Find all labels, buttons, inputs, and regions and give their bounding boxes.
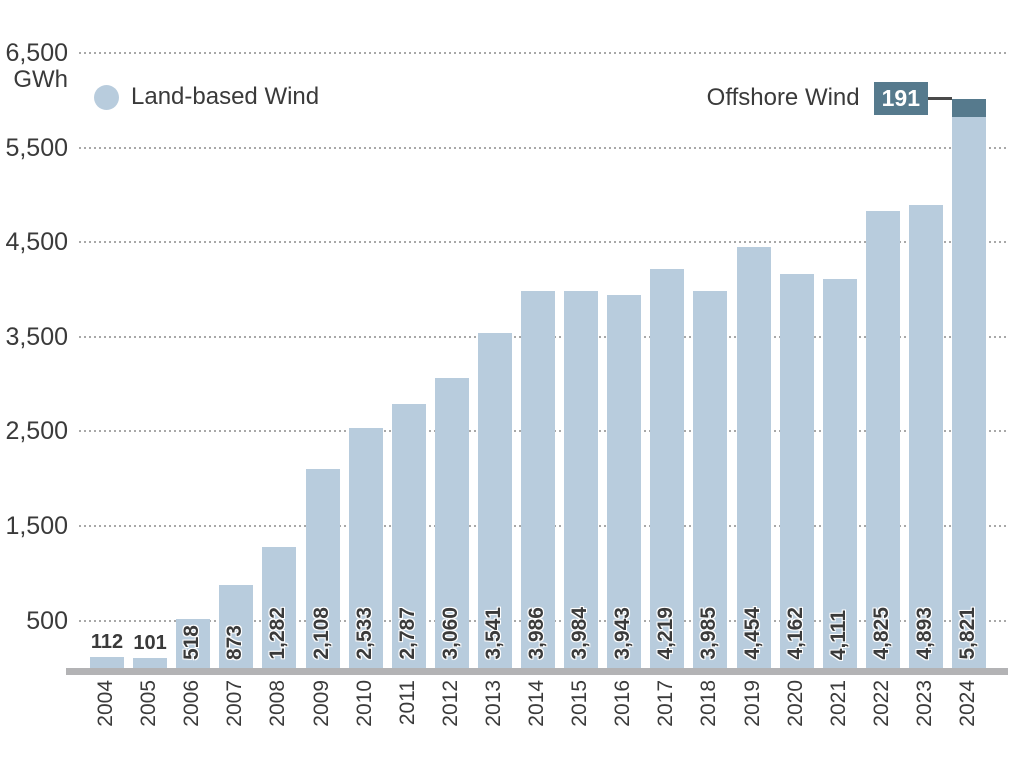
bar-value-label-2014: 3,986	[525, 607, 548, 660]
bar-land-based-2015	[564, 291, 599, 668]
offshore-wind-callout: Offshore Wind 191	[707, 81, 952, 115]
y-tick-label-500: 500	[26, 606, 68, 635]
bar-land-based-2006	[176, 618, 211, 668]
bar-land-based-2004	[90, 657, 124, 668]
bar-value-label-2013: 3,541	[481, 607, 505, 660]
bar-value-label-2019: 4,454	[740, 607, 764, 660]
bar-value-label-2012: 3,060	[438, 607, 462, 660]
bar-land-based-2011	[391, 404, 426, 668]
bar-land-based-2024	[952, 117, 986, 668]
x-tick-label-2024: 2024	[956, 680, 979, 727]
y-tick-label-5,500: 5,500	[5, 133, 68, 162]
x-tick-label-2004: 2004	[94, 680, 117, 727]
gridline-6,500	[79, 52, 1008, 54]
x-tick-label-2012: 2012	[438, 680, 462, 727]
bar-land-based-2023	[908, 205, 943, 668]
bar-value-label-2005: 101	[133, 632, 167, 655]
x-tick-label-2013: 2013	[481, 680, 505, 727]
bar-value-label-2024: 5,821	[956, 607, 979, 660]
bar-land-based-2017	[650, 268, 685, 668]
x-tick-label-2023: 2023	[912, 680, 936, 727]
bar-land-based-2008	[262, 546, 297, 668]
bar-land-based-2012	[434, 378, 469, 668]
x-tick-label-2018: 2018	[697, 680, 721, 727]
bar-land-based-2014	[521, 290, 555, 668]
x-tick-label-2021: 2021	[826, 680, 850, 727]
bar-value-label-2011: 2,787	[395, 607, 419, 660]
x-tick-label-2017: 2017	[654, 680, 678, 727]
bar-value-label-2015: 3,984	[568, 607, 592, 660]
x-tick-label-2005: 2005	[137, 680, 161, 727]
bar-value-label-2021: 4,111	[826, 609, 850, 660]
bar-land-based-2020	[779, 274, 814, 668]
x-tick-label-2016: 2016	[611, 680, 635, 727]
gridline-4,500	[79, 241, 1008, 244]
y-tick-label-2,500: 2,500	[5, 417, 68, 446]
bar-land-based-2009	[305, 468, 340, 668]
bar-value-label-2016: 3,943	[611, 607, 635, 660]
bar-land-based-2021	[822, 279, 857, 668]
y-tick-label-3,500: 3,500	[5, 322, 68, 351]
x-tick-label-2006: 2006	[180, 680, 204, 727]
bar-value-label-2023: 4,893	[912, 607, 936, 660]
y-axis-unit-label: GWh	[13, 66, 68, 93]
x-tick-label-2015: 2015	[568, 680, 592, 727]
bar-land-based-2018	[693, 290, 728, 668]
bar-value-label-2006: 518	[180, 624, 204, 660]
gridline-5,500	[79, 146, 1008, 149]
bar-value-label-2007: 873	[223, 624, 247, 660]
offshore-wind-label: Offshore Wind	[706, 84, 860, 111]
bar-value-label-2020: 4,162	[783, 607, 807, 660]
bar-value-label-2017: 4,219	[654, 607, 678, 660]
x-tick-label-2010: 2010	[352, 680, 376, 727]
x-tick-label-2007: 2007	[223, 680, 247, 727]
y-tick-label-6,500: 6,500	[5, 39, 68, 67]
bar-land-based-2016	[607, 294, 642, 668]
x-tick-label-2008: 2008	[266, 680, 290, 727]
callout-connector-line	[928, 96, 952, 100]
bar-land-based-2007	[219, 585, 254, 668]
x-axis-baseline	[66, 668, 1008, 675]
bar-land-based-2010	[348, 428, 383, 668]
x-tick-label-2014: 2014	[525, 680, 548, 727]
bar-value-label-2022: 4,825	[869, 607, 893, 660]
bar-value-label-2009: 2,108	[309, 607, 333, 660]
bar-value-label-2008: 1,282	[266, 607, 290, 660]
x-tick-label-2009: 2009	[309, 680, 333, 727]
legend-land-based-wind: Land-based Wind	[94, 83, 319, 111]
bar-land-based-2013	[477, 332, 512, 668]
bar-land-based-2019	[736, 246, 771, 668]
bar-offshore-2024	[952, 99, 986, 118]
offshore-value-badge: 191	[873, 81, 928, 115]
land-based-wind-swatch-icon	[94, 84, 119, 110]
bar-land-based-2022	[865, 211, 900, 668]
bar-value-label-2004: 112	[90, 631, 124, 654]
x-tick-label-2019: 2019	[740, 680, 764, 727]
x-tick-label-2022: 2022	[869, 680, 893, 727]
bar-value-label-2010: 2,533	[352, 607, 376, 660]
x-tick-label-2011: 2011	[395, 680, 419, 726]
x-tick-label-2020: 2020	[783, 680, 807, 727]
land-based-wind-label: Land-based Wind	[131, 83, 320, 110]
bar-value-label-2018: 3,985	[697, 607, 721, 660]
bar-land-based-2005	[133, 658, 168, 668]
y-tick-label-1,500: 1,500	[5, 512, 68, 541]
y-tick-label-4,500: 4,500	[5, 228, 68, 257]
